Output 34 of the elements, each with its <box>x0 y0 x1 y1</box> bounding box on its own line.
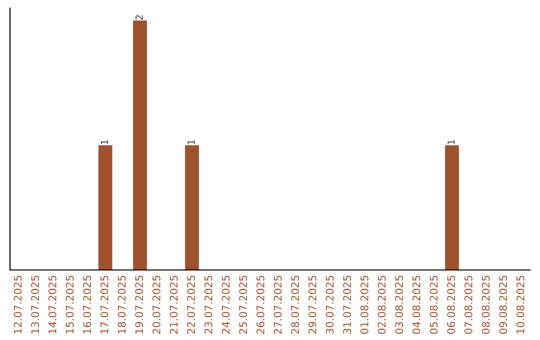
x-tick-label: 21.07.2025 <box>170 276 178 334</box>
x-tick-label: 30.07.2025 <box>326 276 334 334</box>
x-tick-label: 20.07.2025 <box>152 276 160 334</box>
x-tick-label: 19.07.2025 <box>135 276 144 334</box>
x-tick-label: 12.07.2025 <box>14 276 22 334</box>
x-tick-label: 17.07.2025 <box>100 276 108 334</box>
x-tick-label: 28.07.2025 <box>291 276 300 334</box>
x-tick-label: 31.07.2025 <box>343 276 352 334</box>
data-label: 1 <box>100 140 108 144</box>
x-tick-label: 07.08.2025 <box>464 276 472 334</box>
x-tick-label: 09.08.2025 <box>499 276 508 334</box>
x-tick-label: 06.08.2025 <box>447 276 456 334</box>
data-label: 1 <box>448 140 455 144</box>
x-tick-label: 26.07.2025 <box>256 276 264 334</box>
x-tick-label: 14.07.2025 <box>48 276 56 334</box>
data-label: 2 <box>135 15 143 20</box>
x-tick-label: 25.07.2025 <box>239 276 248 334</box>
x-tick-label: 02.08.2025 <box>378 276 386 334</box>
x-tick-label: 13.07.2025 <box>31 276 40 334</box>
data-label: 1 <box>188 140 195 144</box>
x-tick-label: 08.08.2025 <box>482 276 490 334</box>
x-tick-label: 24.07.2025 <box>222 276 230 334</box>
x-tick-label: 01.08.2025 <box>360 276 368 334</box>
x-tick-label: 15.07.2025 <box>66 276 74 334</box>
x-tick-label: 23.07.2025 <box>204 276 212 334</box>
x-tick-label: 10.08.2025 <box>516 276 524 334</box>
x-tick-label: 18.07.2025 <box>118 276 126 334</box>
x-tick-label: 04.08.2025 <box>412 276 420 334</box>
x-tick-label: 29.07.2025 <box>308 276 316 334</box>
x-tick-label: 03.08.2025 <box>395 276 404 334</box>
x-tick-label: 27.07.2025 <box>274 276 282 334</box>
x-tick-label: 16.07.2025 <box>83 276 92 334</box>
x-tick-label: 22.07.2025 <box>187 276 196 334</box>
x-tick-label: 05.08.2025 <box>430 276 438 334</box>
